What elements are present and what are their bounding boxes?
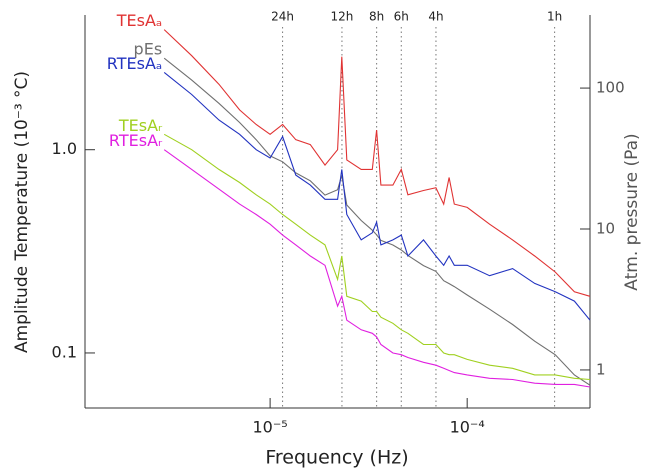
legend-label: RTEsAᵣ [109,131,163,150]
legend-label: pEs [134,40,163,59]
x-tick-label: 10⁻⁴ [450,418,485,437]
y-tick-label: 0.1 [52,342,77,361]
reference-label: 8h [369,10,384,24]
y2-tick-label: 100 [596,79,625,97]
reference-label: 1h [547,10,562,24]
series-line [163,133,591,381]
series-line [163,71,591,321]
x-axis-label: Frequency (Hz) [265,447,408,469]
series-line [163,29,591,297]
reference-label: 24h [271,10,294,24]
series-line [163,57,591,386]
legend-label: RTEsAₐ [107,54,162,73]
x-tick-label: 10⁻⁵ [252,418,287,437]
reference-label: 4h [428,10,443,24]
legend-label: TEsAᵣ [118,116,163,135]
legend-label: TEsAₐ [116,11,162,30]
y-tick-label: 1.0 [52,139,77,158]
y2-tick-label: 10 [596,220,615,238]
reference-label: 12h [331,10,354,24]
series-line [163,149,591,388]
y2-tick-label: 1 [596,360,606,378]
y-axis-label: Amplitude Temperature (10⁻³ °C) [12,71,32,353]
reference-label: 6h [394,10,409,24]
y2-axis-label: Atm. pressure (Pa) [622,133,642,290]
